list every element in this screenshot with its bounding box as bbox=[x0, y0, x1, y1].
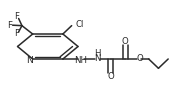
Text: O: O bbox=[122, 37, 129, 46]
Text: F: F bbox=[15, 29, 20, 38]
Text: N: N bbox=[94, 54, 100, 64]
Text: NH: NH bbox=[74, 56, 88, 65]
Text: N: N bbox=[26, 56, 33, 65]
Text: H: H bbox=[94, 49, 100, 58]
Text: F: F bbox=[15, 12, 20, 21]
Text: O: O bbox=[136, 54, 143, 64]
Text: O: O bbox=[107, 72, 114, 81]
Text: F: F bbox=[7, 21, 12, 30]
Text: Cl: Cl bbox=[75, 20, 83, 29]
